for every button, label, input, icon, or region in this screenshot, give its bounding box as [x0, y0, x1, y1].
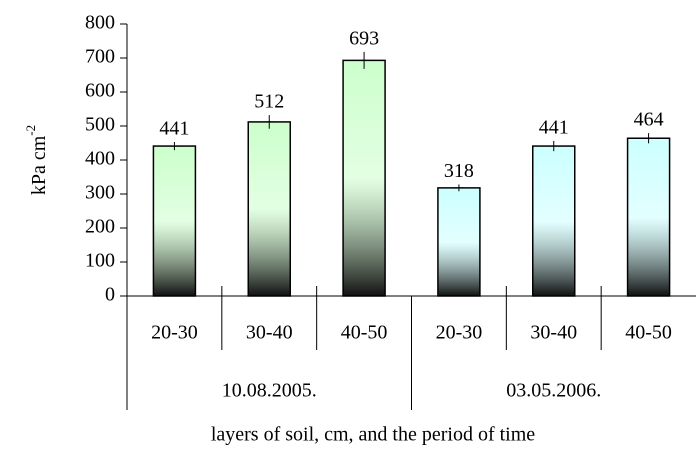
- y-tick-label: 700: [85, 46, 115, 68]
- group-label: 03.05.2006.: [506, 380, 601, 402]
- x-tick-label: 30-40: [530, 322, 577, 344]
- x-tick-label: 40-50: [625, 322, 672, 344]
- y-tick-label: 500: [85, 114, 115, 136]
- data-label: 441: [539, 117, 569, 139]
- y-tick-label: 200: [85, 216, 115, 238]
- bar: [437, 187, 481, 297]
- group-label: 10.08.2005.: [222, 380, 317, 402]
- bar: [626, 137, 671, 297]
- x-axis-title: layers of soil, cm, and the period of ti…: [211, 424, 535, 446]
- y-tick-label: 300: [85, 182, 115, 204]
- bar: [152, 145, 197, 297]
- y-tick-label: 600: [85, 80, 115, 102]
- bar: [342, 59, 386, 297]
- data-label: 441: [159, 118, 189, 140]
- y-tick-label: 0: [105, 284, 115, 306]
- y-axis-title-main: kPa cm: [28, 135, 50, 195]
- x-tick-label: 40-50: [341, 322, 388, 344]
- y-tick-label: 400: [85, 148, 115, 170]
- x-tick-label: 20-30: [436, 322, 483, 344]
- bar: [247, 121, 291, 297]
- y-tick-label: 800: [85, 12, 115, 34]
- y-axis-title: kPa cm-2: [23, 125, 50, 195]
- x-tick-label: 20-30: [151, 322, 198, 344]
- data-label: 693: [349, 27, 379, 49]
- data-label: 512: [254, 91, 284, 113]
- data-label: 318: [444, 160, 474, 182]
- data-label: 464: [634, 109, 664, 131]
- x-tick-label: 30-40: [246, 322, 293, 344]
- y-tick-label: 100: [85, 250, 115, 272]
- y-axis-title-sup: -2: [23, 125, 38, 136]
- bar: [532, 145, 576, 297]
